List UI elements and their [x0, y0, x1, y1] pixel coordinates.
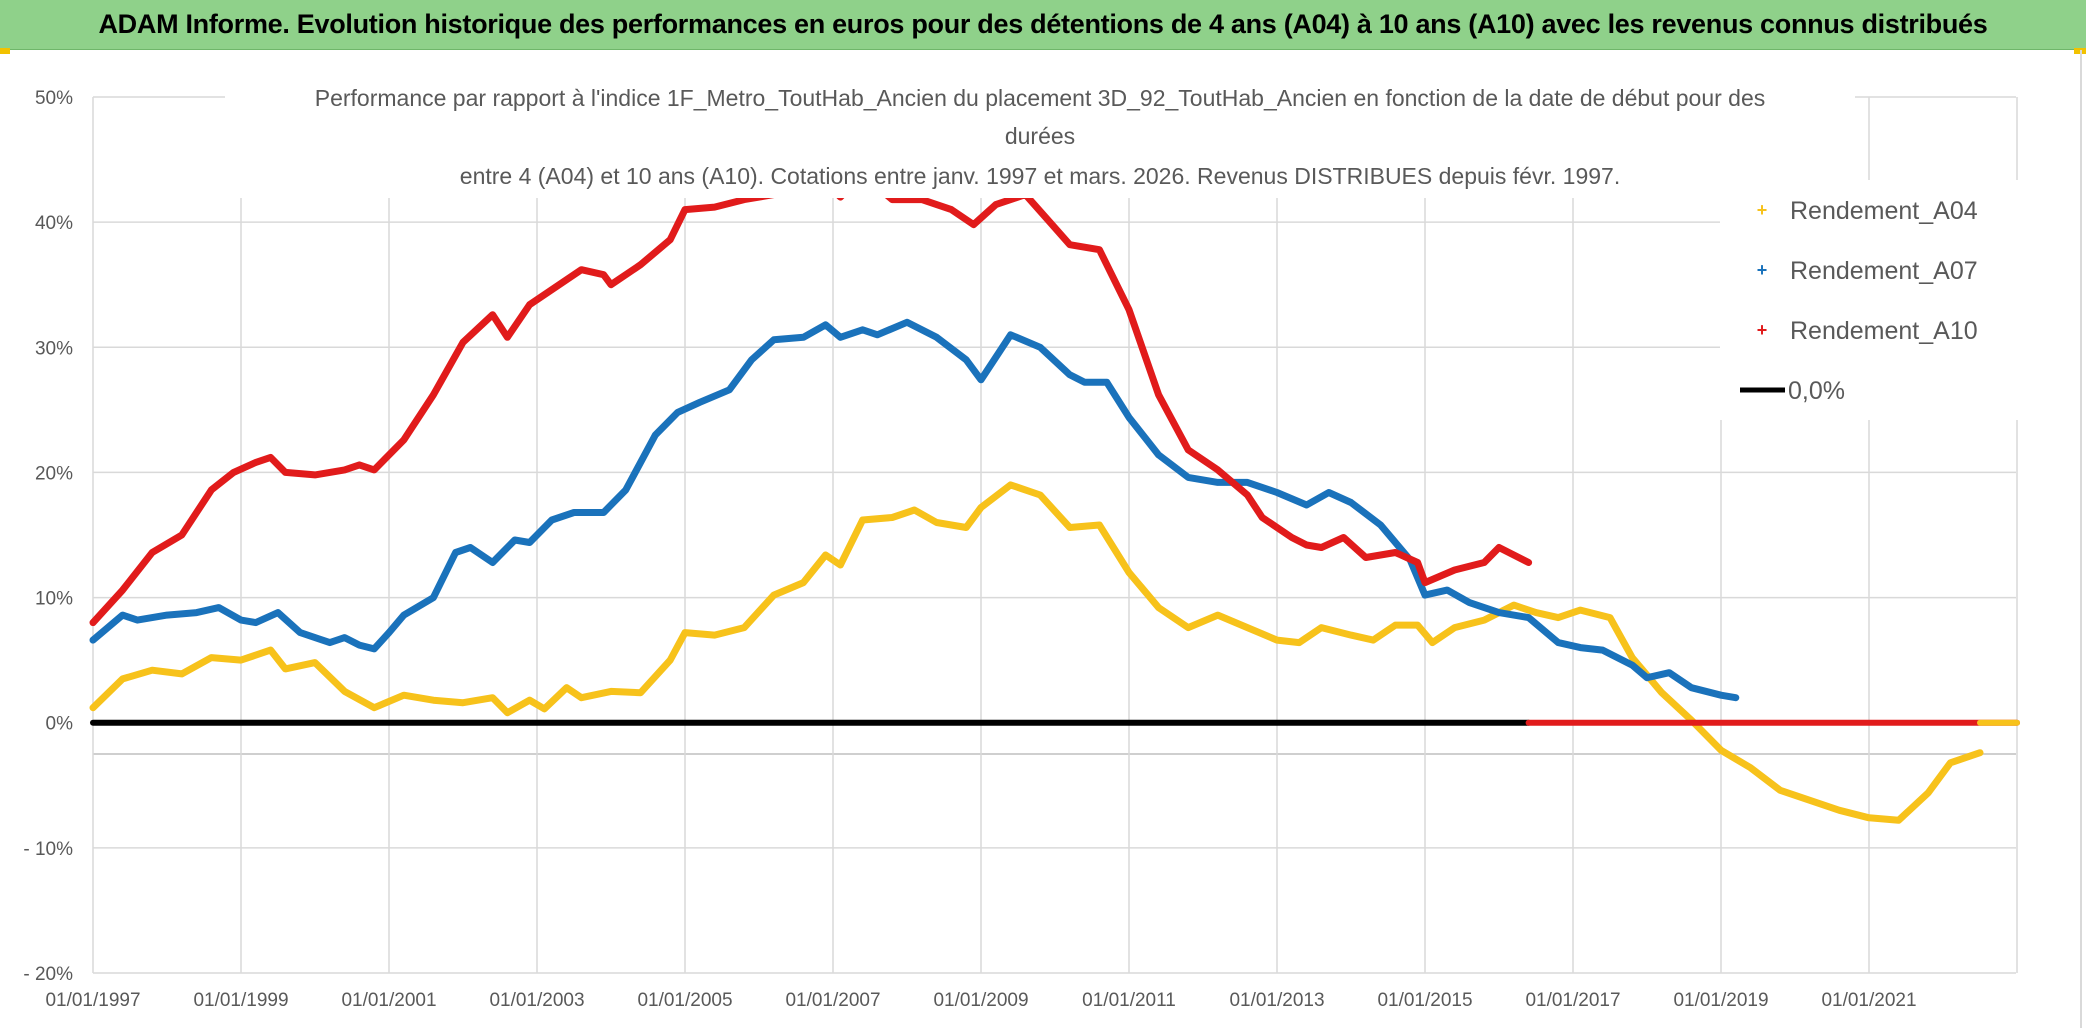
y-tick-label: 0%	[46, 714, 74, 735]
x-tick-label: 01/01/2015	[1377, 990, 1472, 1011]
legend-label: Rendement_A10	[1790, 317, 1978, 345]
y-tick-label: - 20%	[23, 964, 73, 985]
banner-accent-left	[0, 48, 10, 54]
y-tick-label: 30%	[35, 338, 73, 359]
series-line-rendement-a04	[89, 481, 1984, 824]
x-tick-label: 01/01/2005	[637, 990, 732, 1011]
legend-plus-marker: +	[1757, 320, 1768, 340]
legend: + Rendement_A04 + Rendement_A07 + Rendement_A…	[1740, 197, 1978, 405]
x-tick-label: 01/01/1999	[193, 990, 288, 1011]
x-tick-label: 01/01/2007	[785, 990, 880, 1011]
x-tick-label: 01/01/2011	[1082, 990, 1176, 1011]
x-tick-label: 01/01/2021	[1821, 990, 1916, 1011]
legend-plus-marker: +	[1757, 260, 1768, 280]
x-axis-tick-labels: 01/01/1997 01/01/1999 01/01/2001 01/01/2003…	[45, 990, 1916, 1011]
x-tick-label: 01/01/2009	[933, 990, 1028, 1011]
x-tick-label: 01/01/2017	[1525, 990, 1620, 1011]
legend-label: Rendement_A07	[1790, 257, 1978, 285]
y-tick-label: 20%	[35, 463, 73, 484]
banner-title: ADAM Informe. Evolution historique des p…	[98, 9, 1988, 39]
title-backdrop	[225, 80, 1855, 198]
y-tick-label: 50%	[35, 88, 73, 109]
y-tick-label: - 10%	[23, 839, 73, 860]
chart-title-line-1: Performance par rapport à l'indice 1F_Me…	[315, 85, 1766, 111]
legend-backdrop	[1720, 180, 2020, 420]
x-tick-label: 01/01/1997	[45, 990, 140, 1011]
y-tick-label: 10%	[35, 589, 73, 610]
chart-title-line-3: entre 4 (A04) et 10 ans (A10). Cotations…	[460, 163, 1620, 189]
x-tick-label: 01/01/2019	[1673, 990, 1768, 1011]
series-line-rendement-a07	[89, 318, 1740, 702]
series-line-rendement-a10	[89, 171, 1533, 627]
legend-plus-marker: +	[1757, 200, 1768, 220]
x-tick-label: 01/01/2003	[489, 990, 584, 1011]
legend-label: Rendement_A04	[1790, 197, 1978, 225]
x-tick-label: 01/01/2013	[1229, 990, 1324, 1011]
y-axis-tick-labels: 50% 40% 30% 20% 10% 0% - 10% - 20%	[23, 88, 73, 985]
legend-label: 0,0%	[1788, 377, 1845, 405]
chart-title: Performance par rapport à l'indice 1F_Me…	[315, 85, 1766, 189]
y-tick-label: 40%	[35, 213, 73, 234]
chart-title-line-2: durées	[1005, 123, 1075, 149]
report-banner: ADAM Informe. Evolution historique des p…	[0, 0, 2086, 50]
x-tick-label: 01/01/2001	[341, 990, 436, 1011]
